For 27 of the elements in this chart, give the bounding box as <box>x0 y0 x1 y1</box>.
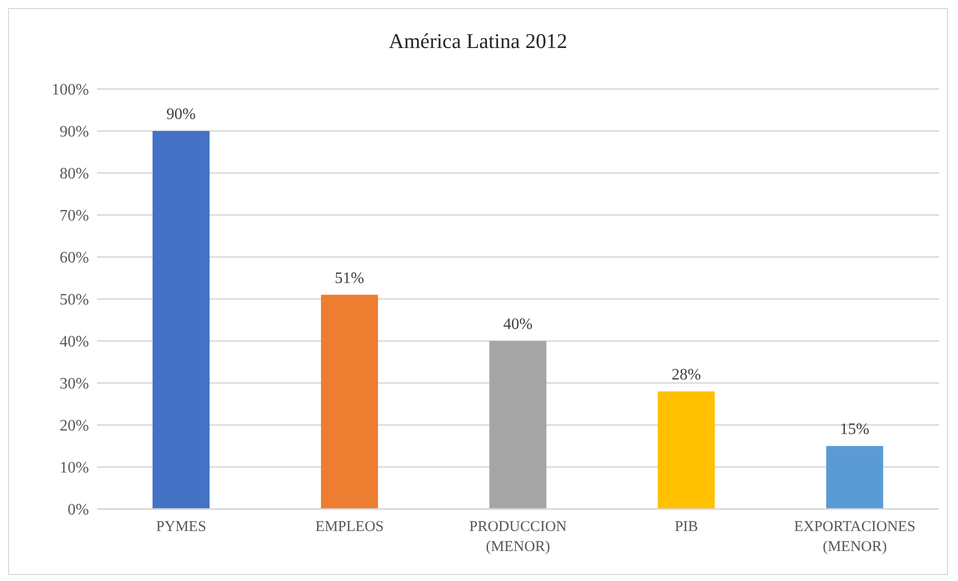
y-tick-label: 30% <box>60 376 89 393</box>
data-label: 51% <box>334 270 364 287</box>
y-tick-label: 80% <box>60 166 89 183</box>
y-tick-label: 60% <box>60 250 89 267</box>
y-tick-label: 70% <box>60 208 89 225</box>
x-tick-label: PYMES <box>156 519 206 535</box>
x-tick-label: EMPLEOS <box>315 519 384 535</box>
x-tick-label: PRODUCCION (MENOR) <box>469 519 567 555</box>
bar <box>152 131 210 509</box>
bar <box>658 391 715 509</box>
bar <box>489 341 546 509</box>
y-tick-label: 40% <box>60 334 89 351</box>
x-tick-label: PIB <box>674 519 698 535</box>
y-tick-label: 20% <box>60 418 89 435</box>
data-label: 90% <box>166 106 196 123</box>
y-tick-label: 100% <box>52 82 89 99</box>
y-tick-label: 0% <box>68 502 89 519</box>
chart-title: América Latina 2012 <box>388 29 568 54</box>
bar <box>320 294 378 509</box>
data-label: 40% <box>503 316 533 333</box>
y-tick-label: 50% <box>60 292 89 309</box>
y-tick-label: 90% <box>60 124 89 141</box>
data-label: 28% <box>672 366 701 384</box>
x-tick-label: EXPORTACIONES (MENOR) <box>794 519 916 555</box>
bar <box>826 446 884 509</box>
y-tick-label: 10% <box>60 460 89 477</box>
data-label: 15% <box>840 421 870 438</box>
